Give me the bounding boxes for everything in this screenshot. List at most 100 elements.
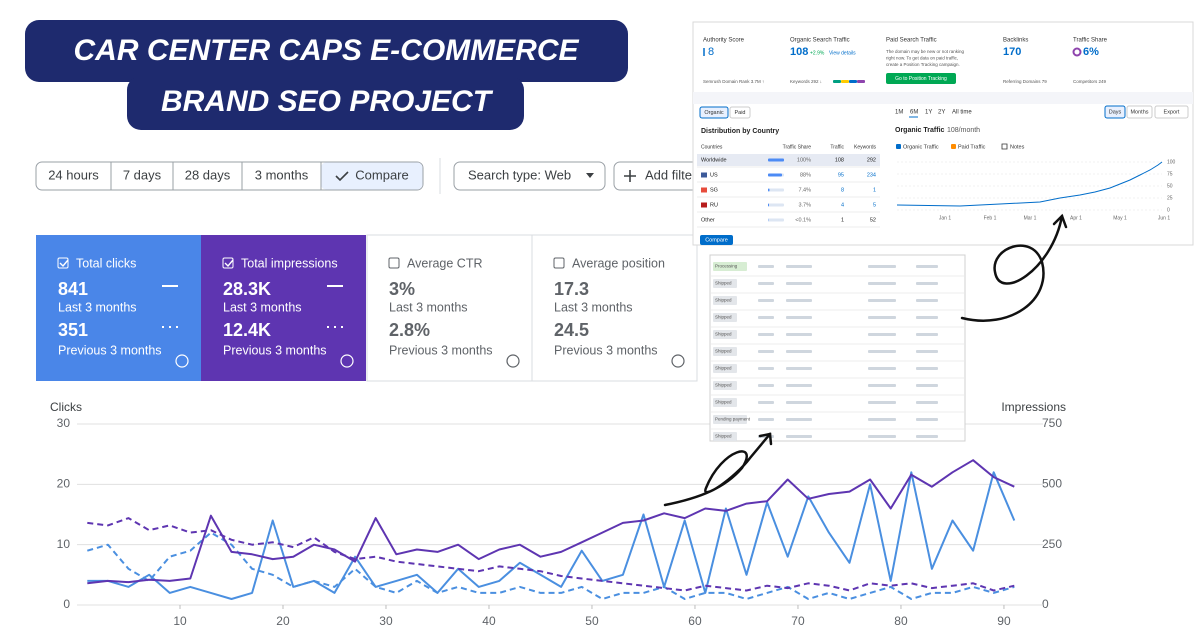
cell-text (868, 418, 896, 421)
caret (586, 173, 594, 178)
cell-text (868, 316, 896, 319)
series-line (87, 531, 1015, 600)
semrush-panel (692, 21, 1194, 246)
status-badge (713, 296, 737, 305)
section-title: Distribution by Country (701, 128, 779, 135)
metric-card[interactable] (201, 235, 366, 381)
period-button[interactable]: 2Y (938, 110, 945, 116)
legend-checkbox (951, 144, 956, 149)
cell-text (758, 265, 774, 268)
status-label: Processing (715, 264, 738, 269)
month-label: Jun 1 (1158, 215, 1170, 221)
search-type-button[interactable] (453, 161, 606, 191)
traffic-title: Organic Traffic (895, 127, 945, 134)
view-button[interactable] (1126, 105, 1153, 119)
cell-text (758, 367, 774, 370)
x-tick-label: 90 (997, 614, 1011, 628)
country-name: Worldwide (701, 157, 727, 163)
position-button[interactable] (886, 73, 956, 84)
x-tick-label: 30 (379, 614, 393, 628)
flag (701, 187, 707, 193)
view-label: Export (1164, 109, 1180, 115)
status-badge (713, 432, 737, 441)
cell-text (868, 333, 896, 336)
country-name: RU (710, 202, 718, 208)
cell-text (758, 401, 774, 404)
range-button[interactable]: 7 days (123, 167, 162, 182)
tab[interactable] (729, 106, 751, 119)
stat-value: 6% (1083, 46, 1099, 58)
tab[interactable] (699, 106, 729, 119)
share-track (768, 203, 784, 207)
view-button[interactable] (1154, 105, 1189, 119)
period-button[interactable]: All time (952, 110, 972, 116)
donut-icon (1072, 47, 1082, 57)
notes-icon (1001, 143, 1008, 150)
period-button[interactable]: 1Y (925, 110, 932, 116)
mini-y-label: 25 (1167, 195, 1173, 201)
cell-text (916, 435, 938, 438)
month-label: Apr 1 (1070, 215, 1082, 221)
cell-text (758, 299, 774, 302)
period-button[interactable]: 1M (895, 110, 903, 116)
stat-sub: Keywords 292 ↓ (790, 79, 822, 84)
status-label: Shipped (715, 298, 732, 303)
stat-value: 8 (708, 46, 714, 58)
stat-label: Authority Score (703, 38, 745, 44)
metric-previous-value: 2.8% (389, 320, 430, 340)
row-highlight (697, 154, 880, 166)
status-badge (713, 262, 747, 271)
share-value: <0.1% (795, 217, 811, 223)
metric-label: Average CTR (407, 256, 483, 270)
view-button[interactable] (1104, 105, 1126, 119)
status-label: Shipped (715, 349, 732, 354)
compare-button[interactable] (700, 235, 733, 245)
legend-checkbox (896, 144, 901, 149)
range-button[interactable]: Compare (355, 167, 408, 182)
month-label: Jan 1 (939, 215, 951, 221)
range-button[interactable]: 28 days (185, 167, 231, 182)
status-label: Shipped (715, 366, 732, 371)
cell-text (758, 333, 774, 336)
series-line (87, 517, 1015, 592)
arrow-head (1052, 213, 1068, 229)
cell-text (758, 316, 774, 319)
table-header: Traffic Share (783, 144, 812, 150)
arrow (960, 214, 1064, 322)
paid-text: create a Position Tracking campaign. (886, 62, 960, 67)
position-button-label: Go to Position Tracking (895, 76, 947, 82)
x-tick-label: 80 (894, 614, 908, 628)
plus-icon (624, 170, 636, 182)
traffic-value: 4 (841, 202, 844, 208)
paid-text: The domain may be new or not ranking (886, 49, 965, 54)
cell-text (786, 418, 812, 421)
share-value: 7.4% (798, 187, 811, 193)
flag (701, 202, 707, 208)
checkbox (388, 257, 400, 269)
status-badge (713, 347, 737, 356)
range-button[interactable]: 3 months (255, 167, 309, 182)
range-button[interactable]: 24 hours (48, 167, 99, 182)
cell-text (758, 282, 774, 285)
share-fill (768, 188, 770, 192)
metric-card[interactable] (36, 235, 201, 381)
help-icon (175, 354, 189, 368)
table-header: Countries (701, 144, 723, 150)
metric-period: Previous 3 months (554, 343, 658, 357)
compare-label: Compare (705, 237, 728, 243)
traffic-value: 108 (835, 157, 844, 163)
mini-y-label: 75 (1167, 171, 1173, 177)
period-button[interactable]: 6M (910, 110, 918, 116)
y2-tick-label: 0 (1042, 597, 1049, 611)
country-name: Other (701, 217, 715, 223)
metric-period: Previous 3 months (223, 343, 327, 357)
banner-bg (127, 76, 524, 130)
metric-period: Previous 3 months (58, 343, 162, 357)
keyword-value: 234 (867, 172, 876, 178)
mini-y-label: 0 (1167, 207, 1170, 213)
share-fill (768, 173, 782, 177)
status-label: Shipped (715, 400, 732, 405)
share-value: 88% (800, 172, 811, 178)
keyword-value: 5 (873, 202, 876, 208)
stat-link[interactable]: View details (829, 50, 856, 56)
